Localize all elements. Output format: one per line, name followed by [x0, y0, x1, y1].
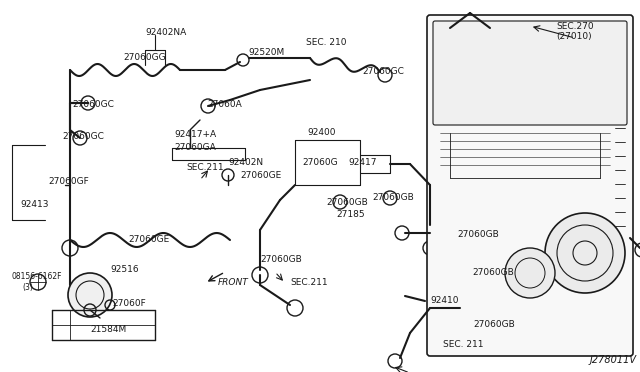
Text: (3): (3) — [22, 283, 33, 292]
Circle shape — [68, 273, 112, 317]
Text: 27060GB: 27060GB — [372, 193, 413, 202]
Text: SEC.270: SEC.270 — [556, 22, 594, 31]
Text: J278011V: J278011V — [590, 355, 637, 365]
Text: 27060GB: 27060GB — [260, 255, 301, 264]
Text: 92402N: 92402N — [228, 158, 263, 167]
Text: 92520M: 92520M — [248, 48, 284, 57]
Text: 27060GE: 27060GE — [128, 235, 169, 244]
Text: 08156-6162F: 08156-6162F — [12, 272, 63, 281]
Text: 27060GC: 27060GC — [72, 100, 114, 109]
Text: 27060F: 27060F — [112, 299, 146, 308]
FancyBboxPatch shape — [433, 21, 627, 125]
Text: 27060GF: 27060GF — [48, 177, 89, 186]
Text: SEC. 211: SEC. 211 — [443, 340, 483, 349]
Text: 27185: 27185 — [336, 210, 365, 219]
Circle shape — [545, 213, 625, 293]
Text: 92516: 92516 — [110, 265, 139, 274]
Text: 92410: 92410 — [430, 296, 458, 305]
Text: 92402NA: 92402NA — [145, 28, 186, 37]
Text: 92417: 92417 — [348, 158, 376, 167]
Text: 27060A: 27060A — [207, 100, 242, 109]
Text: (27010): (27010) — [556, 32, 591, 41]
Text: SEC.211: SEC.211 — [290, 278, 328, 287]
Text: 92417+A: 92417+A — [174, 130, 216, 139]
Text: 27060GB: 27060GB — [472, 268, 514, 277]
Text: 92413: 92413 — [20, 200, 49, 209]
Text: 27060G: 27060G — [302, 158, 338, 167]
Text: 21584M: 21584M — [90, 325, 126, 334]
Text: 27060GB: 27060GB — [473, 320, 515, 329]
Text: 27060GC: 27060GC — [362, 67, 404, 76]
FancyBboxPatch shape — [427, 15, 633, 356]
Circle shape — [505, 248, 555, 298]
Text: 27060GB: 27060GB — [457, 230, 499, 239]
Text: 27060GC: 27060GC — [62, 132, 104, 141]
Text: SEC. 210: SEC. 210 — [306, 38, 346, 47]
Text: 27060GE: 27060GE — [240, 171, 281, 180]
Text: FRONT: FRONT — [218, 278, 249, 287]
Text: 27060GG: 27060GG — [123, 53, 166, 62]
Text: 27060GA: 27060GA — [174, 143, 216, 152]
Text: 92400: 92400 — [307, 128, 335, 137]
Text: 27060GB: 27060GB — [326, 198, 368, 207]
Text: SEC.211: SEC.211 — [186, 163, 223, 172]
